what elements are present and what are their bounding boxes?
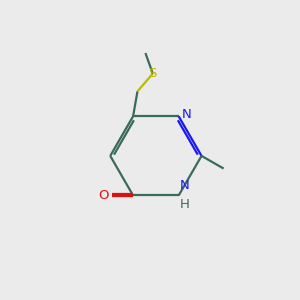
Text: S: S bbox=[148, 67, 157, 80]
Text: N: N bbox=[182, 108, 191, 122]
Text: H: H bbox=[180, 198, 190, 212]
Text: N: N bbox=[180, 179, 190, 193]
Text: O: O bbox=[98, 189, 109, 202]
